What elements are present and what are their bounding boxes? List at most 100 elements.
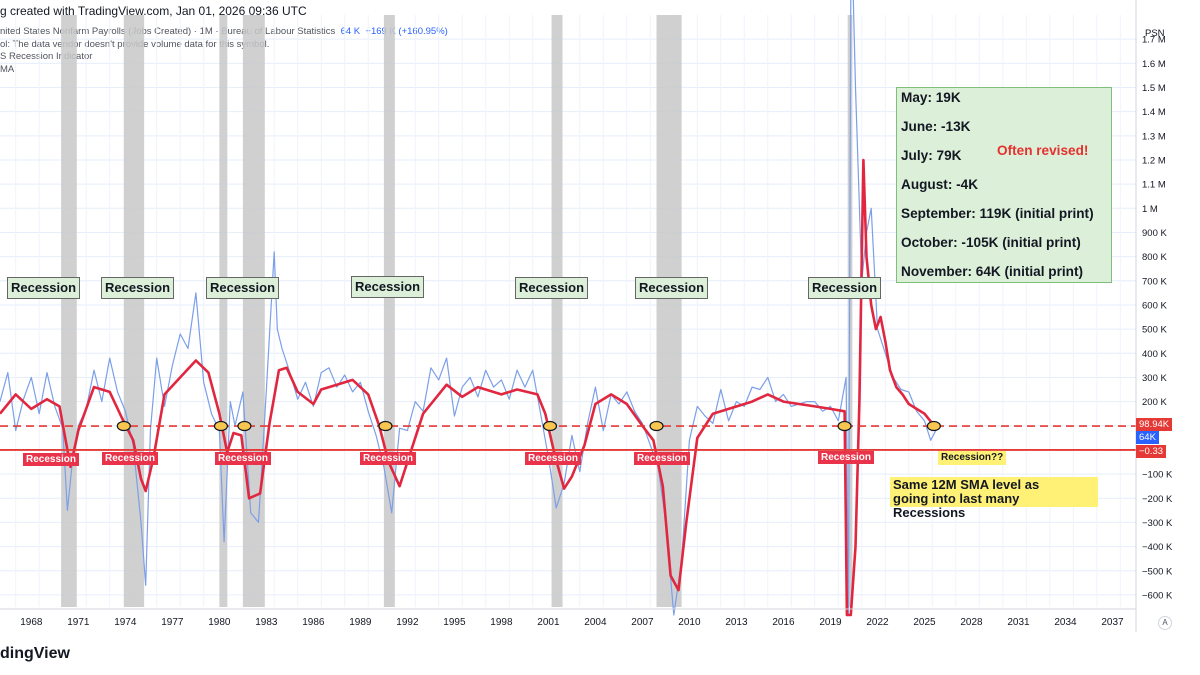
x-tick-label: 1968 — [20, 617, 43, 628]
recession-label-box: Recession — [635, 277, 709, 299]
y-tick-label: 1.7 M — [1142, 35, 1166, 46]
monthly-prints-box: May: 19K June: -13K July: 79K August: -4… — [896, 87, 1112, 283]
recession-tag: Recession — [102, 452, 159, 465]
y-tick-label: 200 K — [1142, 397, 1167, 408]
sma-note-line: going into last many Recessions — [893, 491, 1020, 520]
last-price-tag: 64K — [1136, 431, 1159, 444]
y-tick-label: 700 K — [1142, 276, 1167, 287]
legend-symbol: nited States Nonfarm Payrolls (Jobs Crea… — [0, 26, 336, 37]
y-tick-label: 1.6 M — [1142, 59, 1166, 70]
x-tick-label: 1992 — [396, 617, 419, 628]
x-tick-label: 2028 — [960, 617, 983, 628]
recession-tag: Recession — [525, 452, 582, 465]
recession-band — [383, 15, 395, 607]
recession-band — [219, 15, 228, 607]
legend-last-value: 64 K — [340, 26, 361, 37]
often-revised-note: Often revised! — [997, 143, 1089, 158]
y-tick-label: 1 M — [1142, 204, 1158, 215]
x-tick-label: 1980 — [208, 617, 231, 628]
x-tick-label: 1998 — [490, 617, 513, 628]
y-tick-label: 600 K — [1142, 300, 1167, 311]
crossing-marker — [237, 420, 252, 432]
payrolls-series — [0, 0, 938, 616]
reference-lines — [0, 425, 1136, 451]
y-tick-label: 1.3 M — [1142, 131, 1166, 142]
recession-label-box: Recession — [206, 277, 280, 299]
x-tick-label: 2019 — [819, 617, 842, 628]
legend-indicator-sma[interactable]: MA — [0, 63, 15, 75]
recession-tag: Recession — [23, 453, 80, 466]
x-tick-label: 2004 — [584, 617, 607, 628]
recession-question-label: Recession?? — [938, 451, 1007, 465]
y-tick-label: 900 K — [1142, 228, 1167, 239]
x-tick-label: 1983 — [255, 617, 278, 628]
x-tick-label: 2013 — [725, 617, 748, 628]
recession-tag: Recession — [360, 452, 417, 465]
price-axis: 1.7 M 1.6 M 1.5 M 1.4 M 1.3 M 1.2 M 1.1 M 1 M 90… — [1135, 0, 1173, 632]
x-tick-label: 2022 — [866, 617, 889, 628]
y-tick-label: −200 K — [1142, 494, 1173, 505]
recession-tag: Recession — [818, 451, 875, 464]
x-tick-label: 2031 — [1007, 617, 1030, 628]
x-tick-label: 2001 — [537, 617, 560, 628]
crossing-marker — [116, 420, 131, 432]
info-line: September: 119K (initial print) — [901, 206, 1094, 221]
x-tick-label: 2016 — [772, 617, 795, 628]
info-line: November: 64K (initial print) — [901, 264, 1084, 279]
recession-label-box: Recession — [808, 277, 882, 299]
sma-level-note: Same 12M SMA level as going into last ma… — [890, 477, 1098, 520]
x-tick-label: 1989 — [349, 617, 372, 628]
y-tick-label: −400 K — [1142, 542, 1173, 553]
recession-label-box: Recession — [515, 277, 589, 299]
y-tick-label: 500 K — [1142, 325, 1167, 336]
x-tick-label: 1986 — [302, 617, 325, 628]
payrolls-line — [0, 0, 938, 616]
crossing-marker — [649, 420, 664, 432]
info-line: October: -105K (initial print) — [901, 235, 1081, 250]
y-tick-label: 1.2 M — [1142, 155, 1166, 166]
recession-band — [242, 15, 265, 607]
time-axis: 1968 1971 1974 1977 1980 1983 1986 1989 1992 1995… — [0, 608, 1136, 628]
crossing-marker — [837, 420, 852, 432]
y-tick-label: 1.5 M — [1142, 83, 1166, 94]
y-tick-label: 1.1 M — [1142, 180, 1166, 191]
recession-label-box: Recession — [101, 277, 175, 299]
x-tick-label: 1977 — [161, 617, 184, 628]
recession-label-box: Recession — [7, 277, 81, 299]
crossing-marker — [542, 420, 558, 432]
crossing-marker — [213, 420, 229, 432]
x-tick-label: 1974 — [114, 617, 137, 628]
zero-line-tag: −0.33 — [1136, 445, 1167, 458]
x-tick-label: 2034 — [1054, 617, 1077, 628]
recession-band — [61, 15, 77, 607]
chart-created-caption: g created with TradingView.com, Jan 01, … — [0, 4, 307, 18]
info-line: June: -13K — [901, 119, 971, 134]
info-line: August: -4K — [901, 177, 979, 192]
sma-price-tag: 98.94K — [1136, 418, 1173, 431]
legend-indicator-recession[interactable]: S Recession Indicator — [0, 51, 93, 62]
tradingview-logo: dingView — [0, 645, 70, 662]
legend-change: +169 K (+160.95%) — [365, 26, 448, 37]
info-line: July: 79K — [901, 148, 962, 163]
crossing-marker — [926, 420, 941, 432]
info-line: May: 19K — [901, 90, 961, 105]
y-tick-label: 300 K — [1142, 373, 1167, 384]
y-tick-label: −500 K — [1142, 566, 1173, 577]
legend-symbol-row[interactable]: nited States Nonfarm Payrolls (Jobs Crea… — [0, 26, 448, 39]
x-tick-label: 2037 — [1101, 617, 1124, 628]
y-tick-label: −600 K — [1142, 590, 1173, 601]
price-axis-unit: PSN — [1145, 28, 1165, 39]
x-tick-label: 1971 — [67, 617, 90, 628]
crossing-markers — [116, 420, 941, 432]
crossing-marker — [378, 420, 393, 432]
recession-band — [551, 15, 563, 607]
recession-tag: Recession — [215, 452, 272, 465]
recession-band — [656, 15, 682, 607]
y-tick-label: 400 K — [1142, 349, 1167, 360]
sma-note-line: Same 12M SMA level as — [893, 477, 1040, 492]
x-tick-label: 1995 — [443, 617, 466, 628]
y-tick-label: −300 K — [1142, 518, 1173, 529]
auto-scale-button[interactable]: A — [1158, 616, 1172, 630]
recession-label-box: Recession — [351, 276, 425, 298]
x-tick-label: 2010 — [678, 617, 701, 628]
